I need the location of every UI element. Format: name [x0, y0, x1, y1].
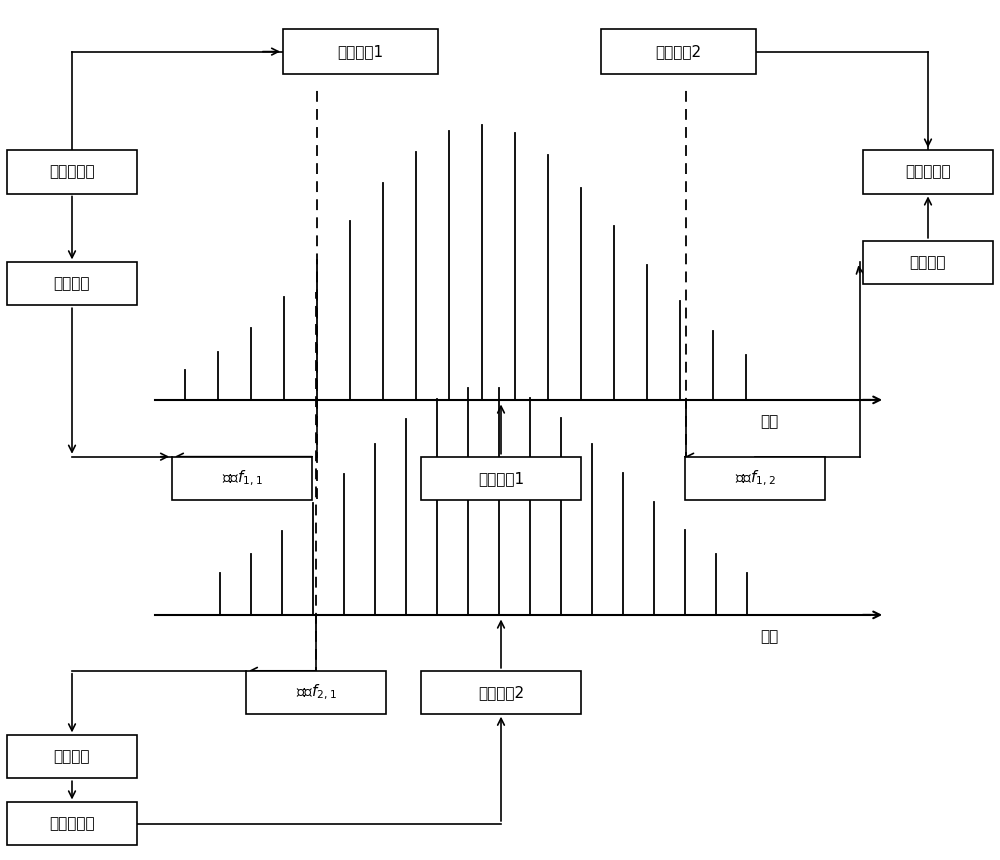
Text: 连续激光2: 连续激光2 — [655, 44, 701, 59]
Text: 拍频$f_{2,1}$: 拍频$f_{2,1}$ — [296, 683, 336, 702]
FancyBboxPatch shape — [421, 671, 581, 714]
Text: 光频: 光频 — [760, 414, 778, 429]
Text: 脉冲激光2: 脉冲激光2 — [478, 685, 524, 700]
Text: 拍频$f_{1,1}$: 拍频$f_{1,1}$ — [222, 469, 262, 488]
FancyBboxPatch shape — [7, 262, 137, 305]
FancyBboxPatch shape — [7, 150, 137, 194]
Text: 连续激光1: 连续激光1 — [337, 44, 383, 59]
FancyBboxPatch shape — [421, 457, 581, 500]
FancyBboxPatch shape — [863, 150, 993, 194]
Text: 脉冲激光1: 脉冲激光1 — [478, 470, 524, 486]
Text: 频率计数: 频率计数 — [54, 276, 90, 292]
FancyBboxPatch shape — [283, 29, 438, 74]
Text: 频率慢反馈: 频率慢反馈 — [905, 164, 951, 180]
Text: 频率计数: 频率计数 — [910, 255, 946, 270]
Text: 光频: 光频 — [760, 629, 778, 644]
FancyBboxPatch shape — [600, 29, 756, 74]
FancyBboxPatch shape — [685, 457, 825, 500]
Text: 频率慢反馈: 频率慢反馈 — [49, 164, 95, 180]
Text: 拍频$f_{1,2}$: 拍频$f_{1,2}$ — [735, 469, 775, 488]
Text: 频率计数: 频率计数 — [54, 749, 90, 765]
FancyBboxPatch shape — [863, 241, 993, 284]
FancyBboxPatch shape — [7, 802, 137, 845]
FancyBboxPatch shape — [246, 671, 386, 714]
FancyBboxPatch shape — [7, 735, 137, 778]
FancyBboxPatch shape — [172, 457, 312, 500]
Text: 频率慢反馈: 频率慢反馈 — [49, 816, 95, 832]
